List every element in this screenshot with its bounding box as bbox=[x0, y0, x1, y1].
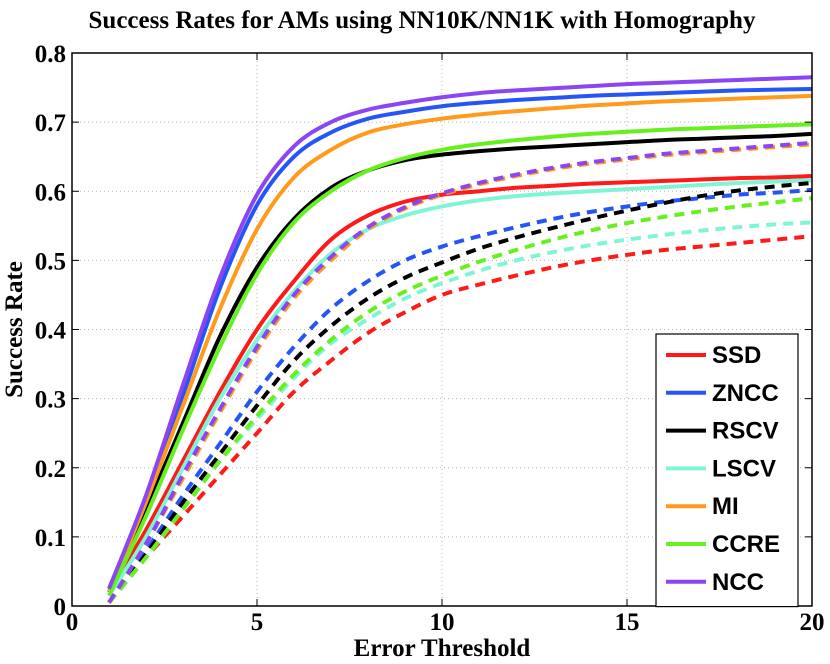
series-line-ncc-nn1k bbox=[107, 140, 813, 604]
y-tick-label: 0.5 bbox=[35, 248, 66, 275]
y-tick-label: 0 bbox=[54, 594, 67, 621]
series-line-zncc-nn10k bbox=[107, 86, 813, 590]
legend-label-ccre: CCRE bbox=[712, 531, 780, 558]
chart-title: Success Rates for AMs using NN10K/NN1K w… bbox=[89, 7, 756, 34]
legend-label-mi: MI bbox=[712, 493, 739, 520]
axis-ticks: 0 5 10 15 20 0 0.1 0.2 0.3 0.4 0.5 0.6 0.7 0.8 bbox=[35, 41, 825, 636]
legend-label-rscv: RSCV bbox=[712, 418, 779, 445]
legend-label-lscv: LSCV bbox=[712, 455, 776, 482]
series-line-lscv-nn10k bbox=[107, 178, 813, 597]
legend: SSD ZNCC RSCV LSCV MI CCRE NCC bbox=[655, 333, 799, 608]
series-lines bbox=[107, 75, 813, 604]
x-tick-label: 20 bbox=[800, 609, 825, 636]
y-tick-label: 0.7 bbox=[35, 110, 66, 137]
legend-label-ssd: SSD bbox=[712, 342, 761, 369]
y-tick-label: 0.8 bbox=[35, 41, 66, 68]
y-tick-label: 0.4 bbox=[35, 318, 67, 345]
series-line-zncc-nn1k bbox=[107, 187, 813, 604]
y-tick-label: 0.3 bbox=[35, 387, 66, 414]
y-tick-label: 0.6 bbox=[35, 179, 66, 206]
series-line-rscv-nn10k bbox=[107, 131, 813, 593]
x-tick-label: 15 bbox=[615, 609, 640, 636]
legend-label-zncc: ZNCC bbox=[712, 380, 779, 407]
series-line-ccre-nn1k bbox=[107, 196, 813, 604]
series-line-ssd-nn1k bbox=[107, 234, 813, 604]
legend-label-ncc: NCC bbox=[712, 569, 764, 596]
x-tick-label: 5 bbox=[251, 609, 264, 636]
series-line-mi-nn10k bbox=[107, 93, 813, 593]
y-tick-label: 0.2 bbox=[35, 456, 66, 483]
y-axis-label: Success Rate bbox=[1, 261, 28, 398]
series-line-ccre-nn10k bbox=[107, 122, 813, 597]
series-line-rscv-nn1k bbox=[107, 180, 813, 604]
x-tick-label: 0 bbox=[66, 609, 79, 636]
x-tick-label: 10 bbox=[430, 609, 455, 636]
y-tick-label: 0.1 bbox=[35, 525, 66, 552]
series-line-ncc-nn10k bbox=[107, 75, 813, 590]
x-axis-label: Error Threshold bbox=[354, 635, 531, 662]
